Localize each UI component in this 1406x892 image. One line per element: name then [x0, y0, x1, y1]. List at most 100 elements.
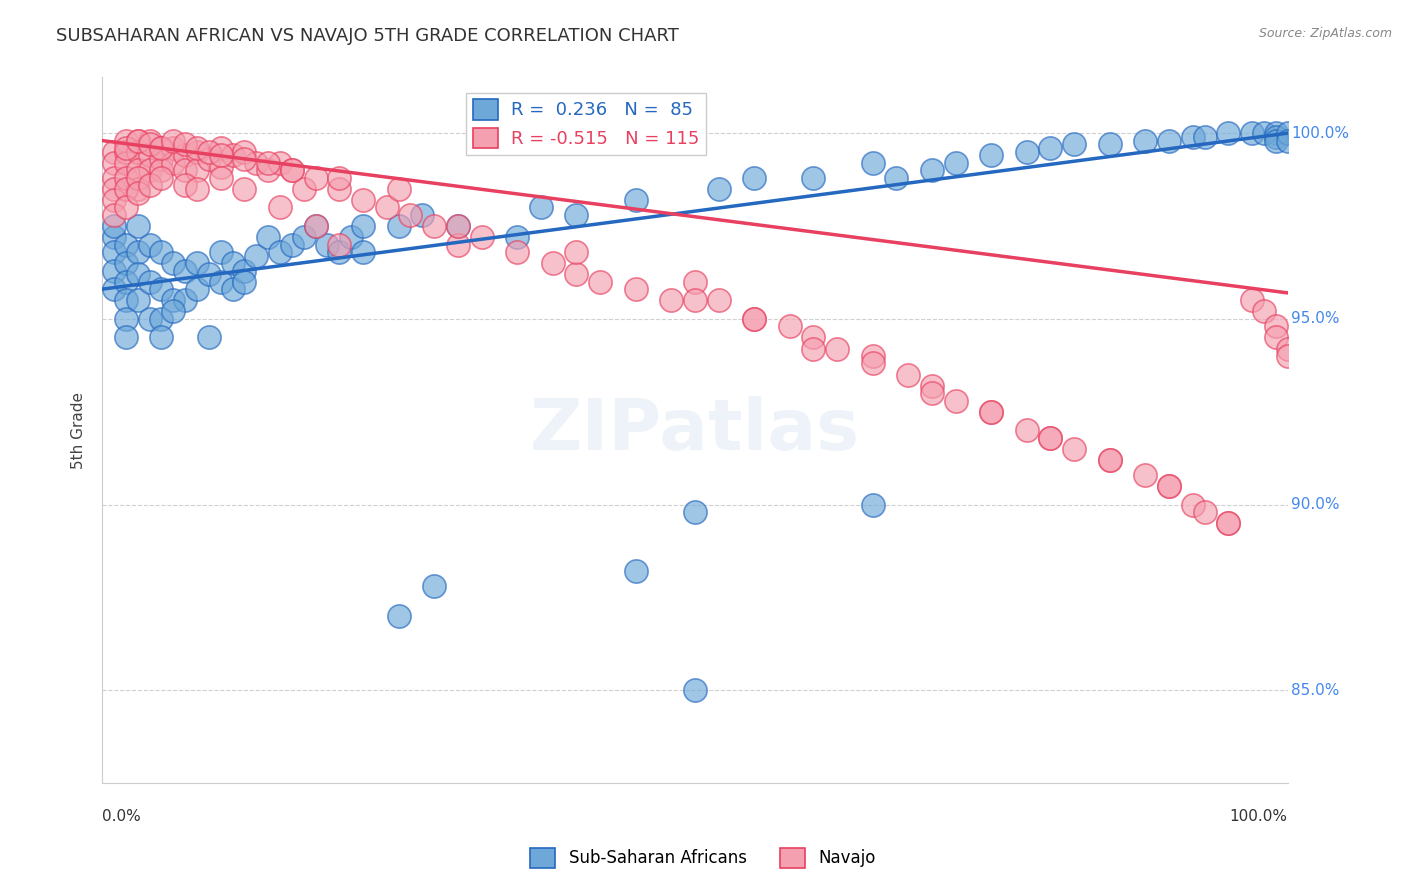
Point: [281, 237, 304, 252]
Point: [1157, 134, 1180, 148]
Point: [1039, 431, 1062, 445]
Point: [1277, 134, 1299, 148]
Point: [387, 609, 409, 624]
Point: [945, 393, 967, 408]
Point: [162, 293, 184, 308]
Point: [245, 249, 267, 263]
Point: [447, 219, 470, 233]
Point: [150, 163, 173, 178]
Point: [138, 275, 160, 289]
Point: [221, 148, 243, 162]
Point: [803, 342, 825, 356]
Point: [103, 282, 125, 296]
Point: [683, 293, 706, 308]
Point: [127, 219, 149, 233]
Text: 95.0%: 95.0%: [1291, 311, 1340, 326]
Point: [103, 208, 125, 222]
Point: [921, 386, 943, 401]
Point: [162, 141, 184, 155]
Point: [138, 237, 160, 252]
Point: [103, 263, 125, 277]
Point: [245, 156, 267, 170]
Point: [103, 156, 125, 170]
Point: [162, 134, 184, 148]
Point: [447, 219, 470, 233]
Point: [886, 170, 908, 185]
Point: [1264, 330, 1286, 344]
Point: [352, 245, 374, 260]
Point: [269, 245, 291, 260]
Point: [127, 268, 149, 282]
Point: [945, 156, 967, 170]
Legend: Sub-Saharan Africans, Navajo: Sub-Saharan Africans, Navajo: [523, 841, 883, 875]
Point: [1039, 431, 1062, 445]
Point: [138, 163, 160, 178]
Point: [186, 256, 208, 270]
Point: [221, 282, 243, 296]
Point: [150, 245, 173, 260]
Point: [198, 268, 221, 282]
Point: [127, 182, 149, 196]
Point: [328, 237, 350, 252]
Point: [1039, 141, 1062, 155]
Point: [565, 268, 588, 282]
Point: [198, 145, 221, 159]
Point: [150, 141, 173, 155]
Point: [742, 311, 765, 326]
Point: [103, 193, 125, 207]
Point: [1194, 505, 1216, 519]
Point: [328, 170, 350, 185]
Point: [138, 134, 160, 148]
Point: [281, 163, 304, 178]
Point: [221, 256, 243, 270]
Point: [150, 141, 173, 155]
Point: [233, 152, 256, 166]
Point: [150, 282, 173, 296]
Point: [115, 156, 138, 170]
Point: [1063, 137, 1085, 152]
Point: [115, 182, 138, 196]
Point: [115, 256, 138, 270]
Point: [138, 178, 160, 193]
Point: [209, 141, 232, 155]
Point: [150, 152, 173, 166]
Point: [1240, 126, 1263, 140]
Point: [186, 163, 208, 178]
Point: [198, 152, 221, 166]
Point: [1181, 129, 1204, 144]
Point: [257, 163, 280, 178]
Point: [921, 378, 943, 392]
Point: [150, 170, 173, 185]
Point: [1098, 453, 1121, 467]
Point: [198, 330, 221, 344]
Point: [980, 405, 1002, 419]
Point: [742, 170, 765, 185]
Point: [1277, 126, 1299, 140]
Point: [565, 245, 588, 260]
Point: [423, 219, 446, 233]
Point: [103, 245, 125, 260]
Point: [269, 156, 291, 170]
Point: [174, 148, 197, 162]
Point: [862, 498, 884, 512]
Point: [209, 170, 232, 185]
Point: [127, 163, 149, 178]
Point: [1181, 498, 1204, 512]
Point: [707, 293, 730, 308]
Point: [186, 145, 208, 159]
Point: [281, 163, 304, 178]
Point: [1218, 516, 1240, 531]
Point: [980, 405, 1002, 419]
Point: [1264, 134, 1286, 148]
Point: [174, 178, 197, 193]
Text: 0.0%: 0.0%: [103, 809, 141, 824]
Point: [447, 237, 470, 252]
Point: [352, 219, 374, 233]
Point: [162, 256, 184, 270]
Point: [387, 182, 409, 196]
Point: [506, 245, 529, 260]
Point: [470, 230, 492, 244]
Text: ZIPatlas: ZIPatlas: [530, 396, 860, 465]
Point: [269, 201, 291, 215]
Point: [127, 186, 149, 200]
